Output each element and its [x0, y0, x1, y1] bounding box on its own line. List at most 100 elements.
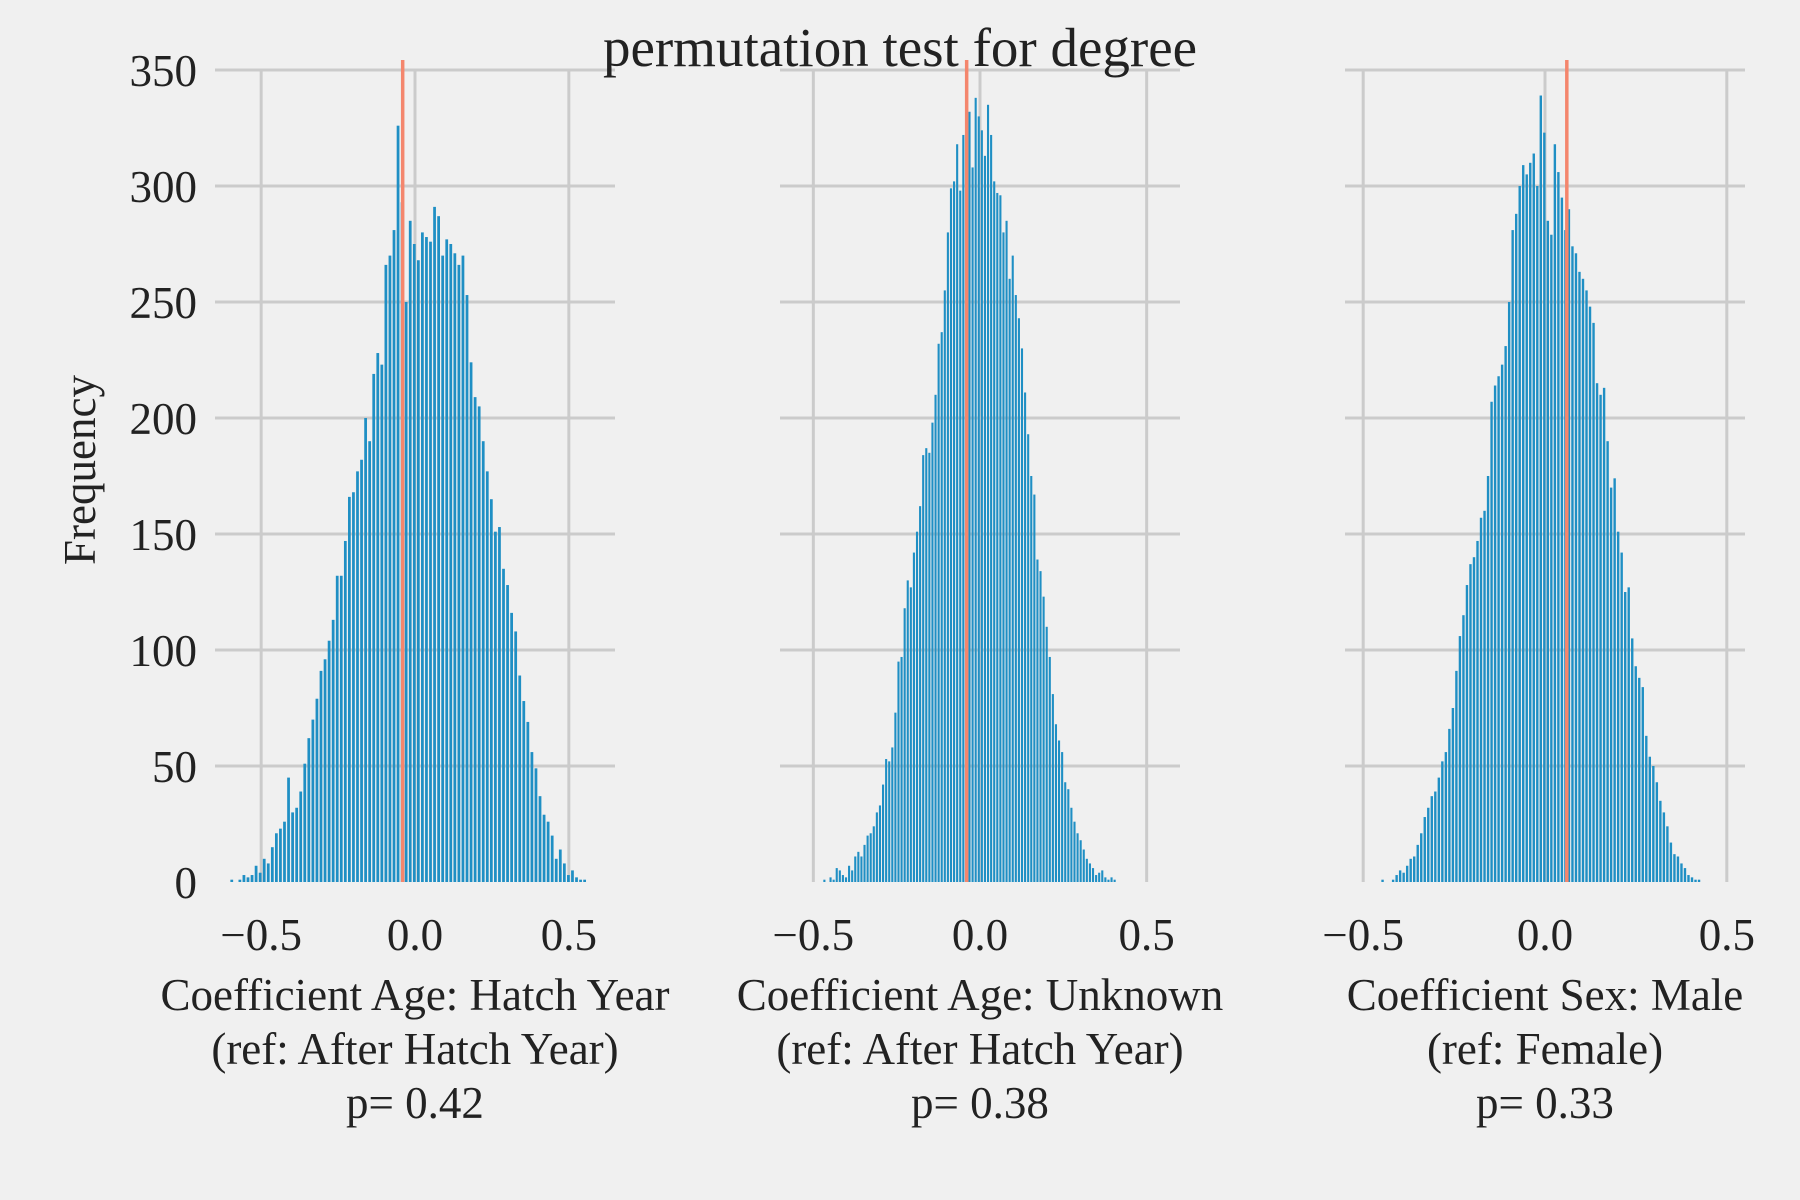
histogram-bar	[550, 835, 554, 882]
histogram-bar	[238, 879, 242, 882]
histogram-bar	[583, 879, 587, 882]
histogram-bar	[1504, 346, 1507, 883]
histogram-bar	[339, 575, 343, 882]
x-axis-label-line: p= 0.38	[911, 1078, 1049, 1128]
histogram-bar	[1067, 789, 1070, 882]
histogram-bar	[1455, 670, 1458, 882]
histogram-bar	[571, 870, 574, 882]
histogram-bar	[266, 863, 270, 882]
histogram-bar	[1571, 246, 1574, 882]
histogram-bar	[392, 230, 396, 882]
histogram-bar	[872, 826, 875, 882]
histogram-bar	[518, 675, 522, 882]
histogram-bar	[283, 821, 286, 882]
histogram-bar	[538, 796, 542, 882]
histogram-bar	[860, 856, 863, 882]
histogram-bar	[1497, 376, 1500, 882]
histogram-bar	[534, 768, 538, 882]
histogram-bar	[1479, 517, 1483, 882]
histogram-bar	[848, 865, 851, 882]
histogram-bar	[919, 506, 922, 882]
histogram-bar	[1441, 761, 1444, 882]
x-tick-label: 0.5	[1119, 910, 1175, 960]
histogram-bar	[429, 241, 432, 882]
histogram-bar	[882, 784, 885, 882]
histogram-bar	[384, 264, 388, 882]
histogram-bar	[1673, 854, 1676, 882]
histogram-bar	[291, 812, 294, 882]
histogram-bar	[287, 777, 290, 882]
histogram-bar	[1391, 879, 1395, 882]
panel-2: −0.5 0.0 0.5 Coefficient Age: Unknown(ref: …	[737, 60, 1223, 1128]
histogram-bar	[863, 844, 866, 882]
histogram-bar	[1420, 833, 1423, 882]
histogram-bar	[1091, 868, 1095, 882]
histogram-bar	[854, 856, 857, 882]
histogram-bar	[1427, 807, 1430, 882]
histogram-bar	[554, 858, 558, 882]
histogram-bar	[953, 181, 956, 883]
histogram-bar	[356, 471, 359, 882]
histogram-bar	[1553, 144, 1557, 883]
histogram-bar	[1042, 596, 1045, 882]
histogram-bar	[1543, 132, 1546, 882]
histogram-bar	[1525, 174, 1528, 882]
histogram-bar	[993, 181, 996, 883]
histogram-bar	[498, 527, 501, 882]
histogram-bar	[465, 295, 469, 882]
histogram-bar	[1550, 234, 1553, 883]
histogram-bar	[372, 373, 376, 882]
histogram-bar	[546, 821, 550, 882]
histogram-bar	[1107, 879, 1110, 882]
histogram-bar	[959, 190, 962, 882]
histogram-bar	[829, 877, 832, 882]
histogram-bar	[319, 670, 323, 882]
histogram-bar	[1669, 842, 1673, 882]
histogram-bar	[875, 812, 878, 882]
histogram-bar	[1624, 592, 1627, 882]
histogram-bar	[1659, 800, 1662, 882]
histogram-bar	[844, 877, 848, 882]
histogram-bar	[897, 661, 900, 882]
histogram-bar	[940, 332, 943, 882]
histogram-bar	[974, 97, 977, 883]
histogram-bar	[851, 870, 854, 882]
histogram-bar	[1690, 877, 1694, 882]
histogram-bar	[433, 206, 436, 882]
histogram-bar	[1620, 552, 1623, 882]
histogram-bar	[441, 255, 445, 883]
histogram-bar	[996, 192, 999, 882]
histogram-bar	[530, 752, 534, 882]
histogram-bar	[1529, 162, 1532, 883]
histogram-bar	[1054, 724, 1058, 882]
x-tick-label: 0.5	[541, 910, 597, 960]
histogram-bar	[1008, 278, 1011, 882]
histogram-bar	[1511, 230, 1514, 882]
histogram-bar	[1602, 387, 1606, 882]
histogram-bar	[1634, 666, 1637, 882]
histogram-bar	[360, 459, 363, 882]
histogram-bar	[327, 640, 331, 882]
histogram-bar	[928, 452, 931, 882]
x-tick-label: −0.5	[220, 910, 302, 960]
histogram-bar	[1500, 364, 1504, 882]
histogram-bar	[1641, 687, 1644, 882]
histogram-bar	[1581, 278, 1585, 882]
histogram-bar	[1027, 434, 1030, 882]
histogram-bar	[303, 763, 307, 882]
panel-1: −0.5 0.0 0.5 0 50 100 150 200 250 300 350 Coefficie…	[130, 46, 670, 1128]
histogram-bar	[956, 144, 959, 883]
histogram-bar	[1627, 587, 1630, 882]
histogram-bar	[869, 833, 872, 882]
histogram-bar	[968, 111, 971, 882]
histogram-bar	[1405, 865, 1409, 882]
panel-3: −0.5 0.0 0.5 Coefficient Sex: Male(ref: Fem…	[1322, 60, 1755, 1128]
histogram-bar	[1560, 197, 1564, 883]
histogram-bar	[368, 441, 372, 882]
histogram-bar	[542, 814, 546, 882]
histogram-bar	[1476, 540, 1479, 882]
histogram-bar	[1469, 564, 1472, 882]
histogram-bar	[1039, 571, 1042, 882]
histogram-bar	[477, 406, 481, 882]
